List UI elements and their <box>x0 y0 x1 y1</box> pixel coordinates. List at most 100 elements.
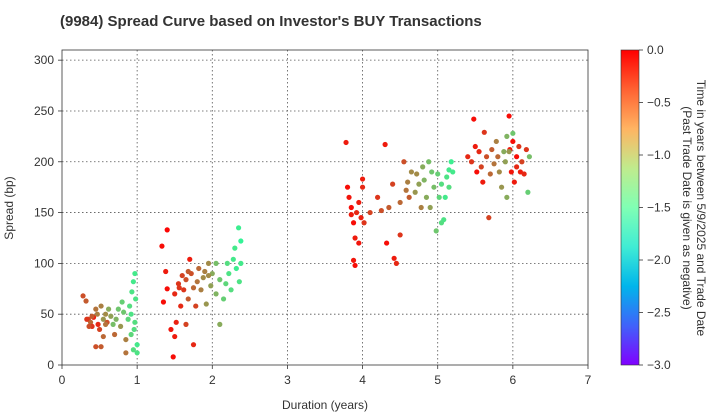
scatter-point <box>346 194 352 200</box>
scatter-point <box>344 184 351 190</box>
scatter-point <box>471 116 477 122</box>
scatter-point <box>119 299 125 305</box>
scatter-point <box>501 149 507 155</box>
scatter-point <box>121 309 127 315</box>
scatter-point <box>80 293 86 299</box>
scatter-point <box>418 204 424 211</box>
colorbar-tick-label: −2.0 <box>647 253 671 267</box>
colorbar-tick-label: 0.0 <box>647 43 664 57</box>
y-tick-label: 0 <box>47 358 54 372</box>
scatter-point <box>508 169 514 175</box>
scatter-point <box>131 326 137 333</box>
scatter-point <box>238 238 244 244</box>
scatter-point <box>514 154 520 160</box>
chart-title: (9984) Spread Curve based on Investor's … <box>60 13 482 30</box>
scatter-point <box>401 159 407 165</box>
x-tick-label: 6 <box>510 373 517 387</box>
scatter-point <box>159 243 165 249</box>
x-tick-label: 0 <box>59 373 66 387</box>
y-tick-label: 150 <box>34 206 54 220</box>
scatter-point <box>238 260 244 266</box>
scatter-point <box>523 146 529 153</box>
scatter-point <box>384 240 390 246</box>
scatter-point <box>102 311 109 317</box>
scatter-point <box>205 272 212 279</box>
x-tick-label: 3 <box>284 373 291 387</box>
scatter-point <box>438 181 445 187</box>
scatter-point <box>164 227 170 233</box>
x-axis-label: Duration (years) <box>282 398 368 412</box>
scatter-point <box>185 296 191 302</box>
scatter-point <box>465 154 471 160</box>
scatter-point <box>203 301 209 307</box>
scatter-point <box>105 306 112 312</box>
scatter-point <box>202 268 208 275</box>
scatter-point <box>134 342 140 348</box>
x-tick-label: 2 <box>209 373 216 387</box>
scatter-point <box>480 179 486 185</box>
scatter-point <box>87 319 94 325</box>
y-tick-label: 300 <box>34 53 54 67</box>
scatter-point <box>183 321 189 327</box>
scatter-point <box>128 331 134 338</box>
scatter-point <box>232 245 238 251</box>
scatter-point <box>478 164 484 170</box>
scatter-point <box>504 133 510 139</box>
scatter-point <box>359 176 366 182</box>
scatter-point <box>179 272 185 279</box>
scatter-point <box>160 299 167 305</box>
scatter-point <box>110 321 116 327</box>
scatter-point <box>403 187 409 193</box>
scatter-point <box>217 321 223 327</box>
scatter-point <box>163 268 169 275</box>
scatter-point <box>100 333 106 340</box>
scatter-point <box>356 240 362 246</box>
grid-lines <box>62 50 588 365</box>
scatter-point <box>493 138 499 145</box>
scatter-point <box>112 331 118 338</box>
scatter-point <box>98 303 104 309</box>
scatter-point <box>361 220 367 226</box>
scatter-point <box>356 199 362 206</box>
scatter-point <box>129 289 135 295</box>
scatter-point <box>367 209 373 216</box>
scatter-point <box>502 159 508 165</box>
scatter-point <box>172 291 178 297</box>
plot-frame <box>61 49 589 366</box>
scatter-point <box>408 169 415 175</box>
colorbar-tick-label: −3.0 <box>647 358 671 372</box>
scatter-point <box>519 159 525 165</box>
scatter-point <box>133 296 139 302</box>
scatter-point <box>235 225 242 231</box>
scatter-point <box>421 177 427 183</box>
scatter-point <box>390 181 396 187</box>
scatter-point <box>448 159 454 165</box>
scatter-point <box>506 113 512 119</box>
scatter-point <box>102 321 109 327</box>
scatter-point <box>498 184 505 190</box>
scatter-point <box>187 256 193 262</box>
scatter-point <box>83 298 89 304</box>
scatter-point <box>113 316 119 322</box>
scatter-point <box>423 194 430 200</box>
scatter-point <box>496 169 502 175</box>
scatter-point <box>175 281 182 287</box>
scatter-point <box>446 184 452 190</box>
scatter-point <box>185 268 191 275</box>
y-axis-label: Spread (bp) <box>2 176 16 239</box>
scatter-point <box>96 326 103 333</box>
scatter-point <box>170 354 176 360</box>
colorbar-ticks: 0.0 −0.5 −1.0 −1.5 −2.0 −2.5 −3.0 <box>639 43 671 372</box>
scatter-point <box>491 161 497 167</box>
scatter-point <box>100 316 106 322</box>
scatter-point <box>444 174 450 180</box>
scatter-point <box>433 228 439 234</box>
scatter-point <box>352 262 358 269</box>
scatter-point <box>375 194 381 200</box>
colorbar-label-line1: Time in years between 5/9/2025 and Trade… <box>694 80 708 337</box>
y-tick-label: 50 <box>41 307 55 321</box>
scatter-point <box>393 260 399 266</box>
scatter-point <box>510 130 516 136</box>
scatter-point <box>176 285 182 291</box>
scatter-point <box>358 215 364 221</box>
